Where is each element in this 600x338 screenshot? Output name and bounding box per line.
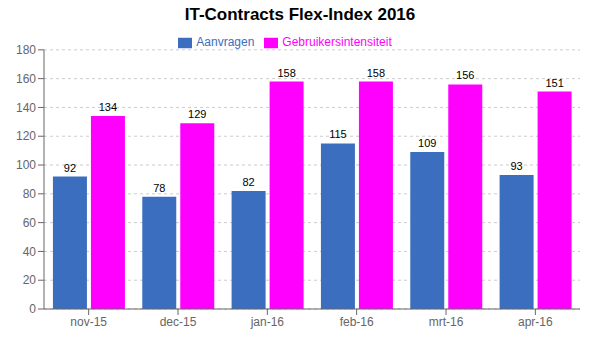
svg-text:93: 93 — [510, 160, 522, 172]
svg-text:jan-16: jan-16 — [250, 315, 285, 329]
svg-text:156: 156 — [456, 69, 474, 81]
svg-text:40: 40 — [23, 245, 37, 259]
svg-text:160: 160 — [16, 72, 36, 86]
svg-text:140: 140 — [16, 101, 36, 115]
svg-text:115: 115 — [329, 128, 347, 140]
svg-text:0: 0 — [29, 302, 36, 316]
svg-text:158: 158 — [367, 67, 385, 79]
svg-text:mrt-16: mrt-16 — [429, 315, 464, 329]
html-text:Aanvragen: Aanvragen — [196, 35, 255, 49]
svg-text:134: 134 — [99, 101, 117, 113]
svg-text:82: 82 — [242, 176, 254, 188]
svg-text:80: 80 — [23, 187, 37, 201]
html-text:Gebruikersintensiteit: Gebruikersintensiteit — [282, 35, 392, 49]
html-text:IT-Contracts Flex-Index 2016: IT-Contracts Flex-Index 2016 — [184, 5, 416, 24]
svg-text:129: 129 — [188, 108, 206, 120]
svg-text:92: 92 — [64, 162, 76, 174]
svg-text:feb-16: feb-16 — [340, 315, 374, 329]
svg-text:109: 109 — [418, 137, 436, 149]
svg-text:dec-15: dec-15 — [160, 315, 197, 329]
svg-text:100: 100 — [16, 158, 36, 172]
svg-text:151: 151 — [545, 77, 563, 89]
svg-text:180: 180 — [16, 43, 36, 57]
svg-text:20: 20 — [23, 273, 37, 287]
svg-text:158: 158 — [277, 67, 295, 79]
svg-text:apr-16: apr-16 — [518, 315, 553, 329]
svg-text:78: 78 — [153, 182, 165, 194]
svg-text:nov-15: nov-15 — [70, 315, 107, 329]
svg-text:60: 60 — [23, 216, 37, 230]
svg-text:120: 120 — [16, 129, 36, 143]
